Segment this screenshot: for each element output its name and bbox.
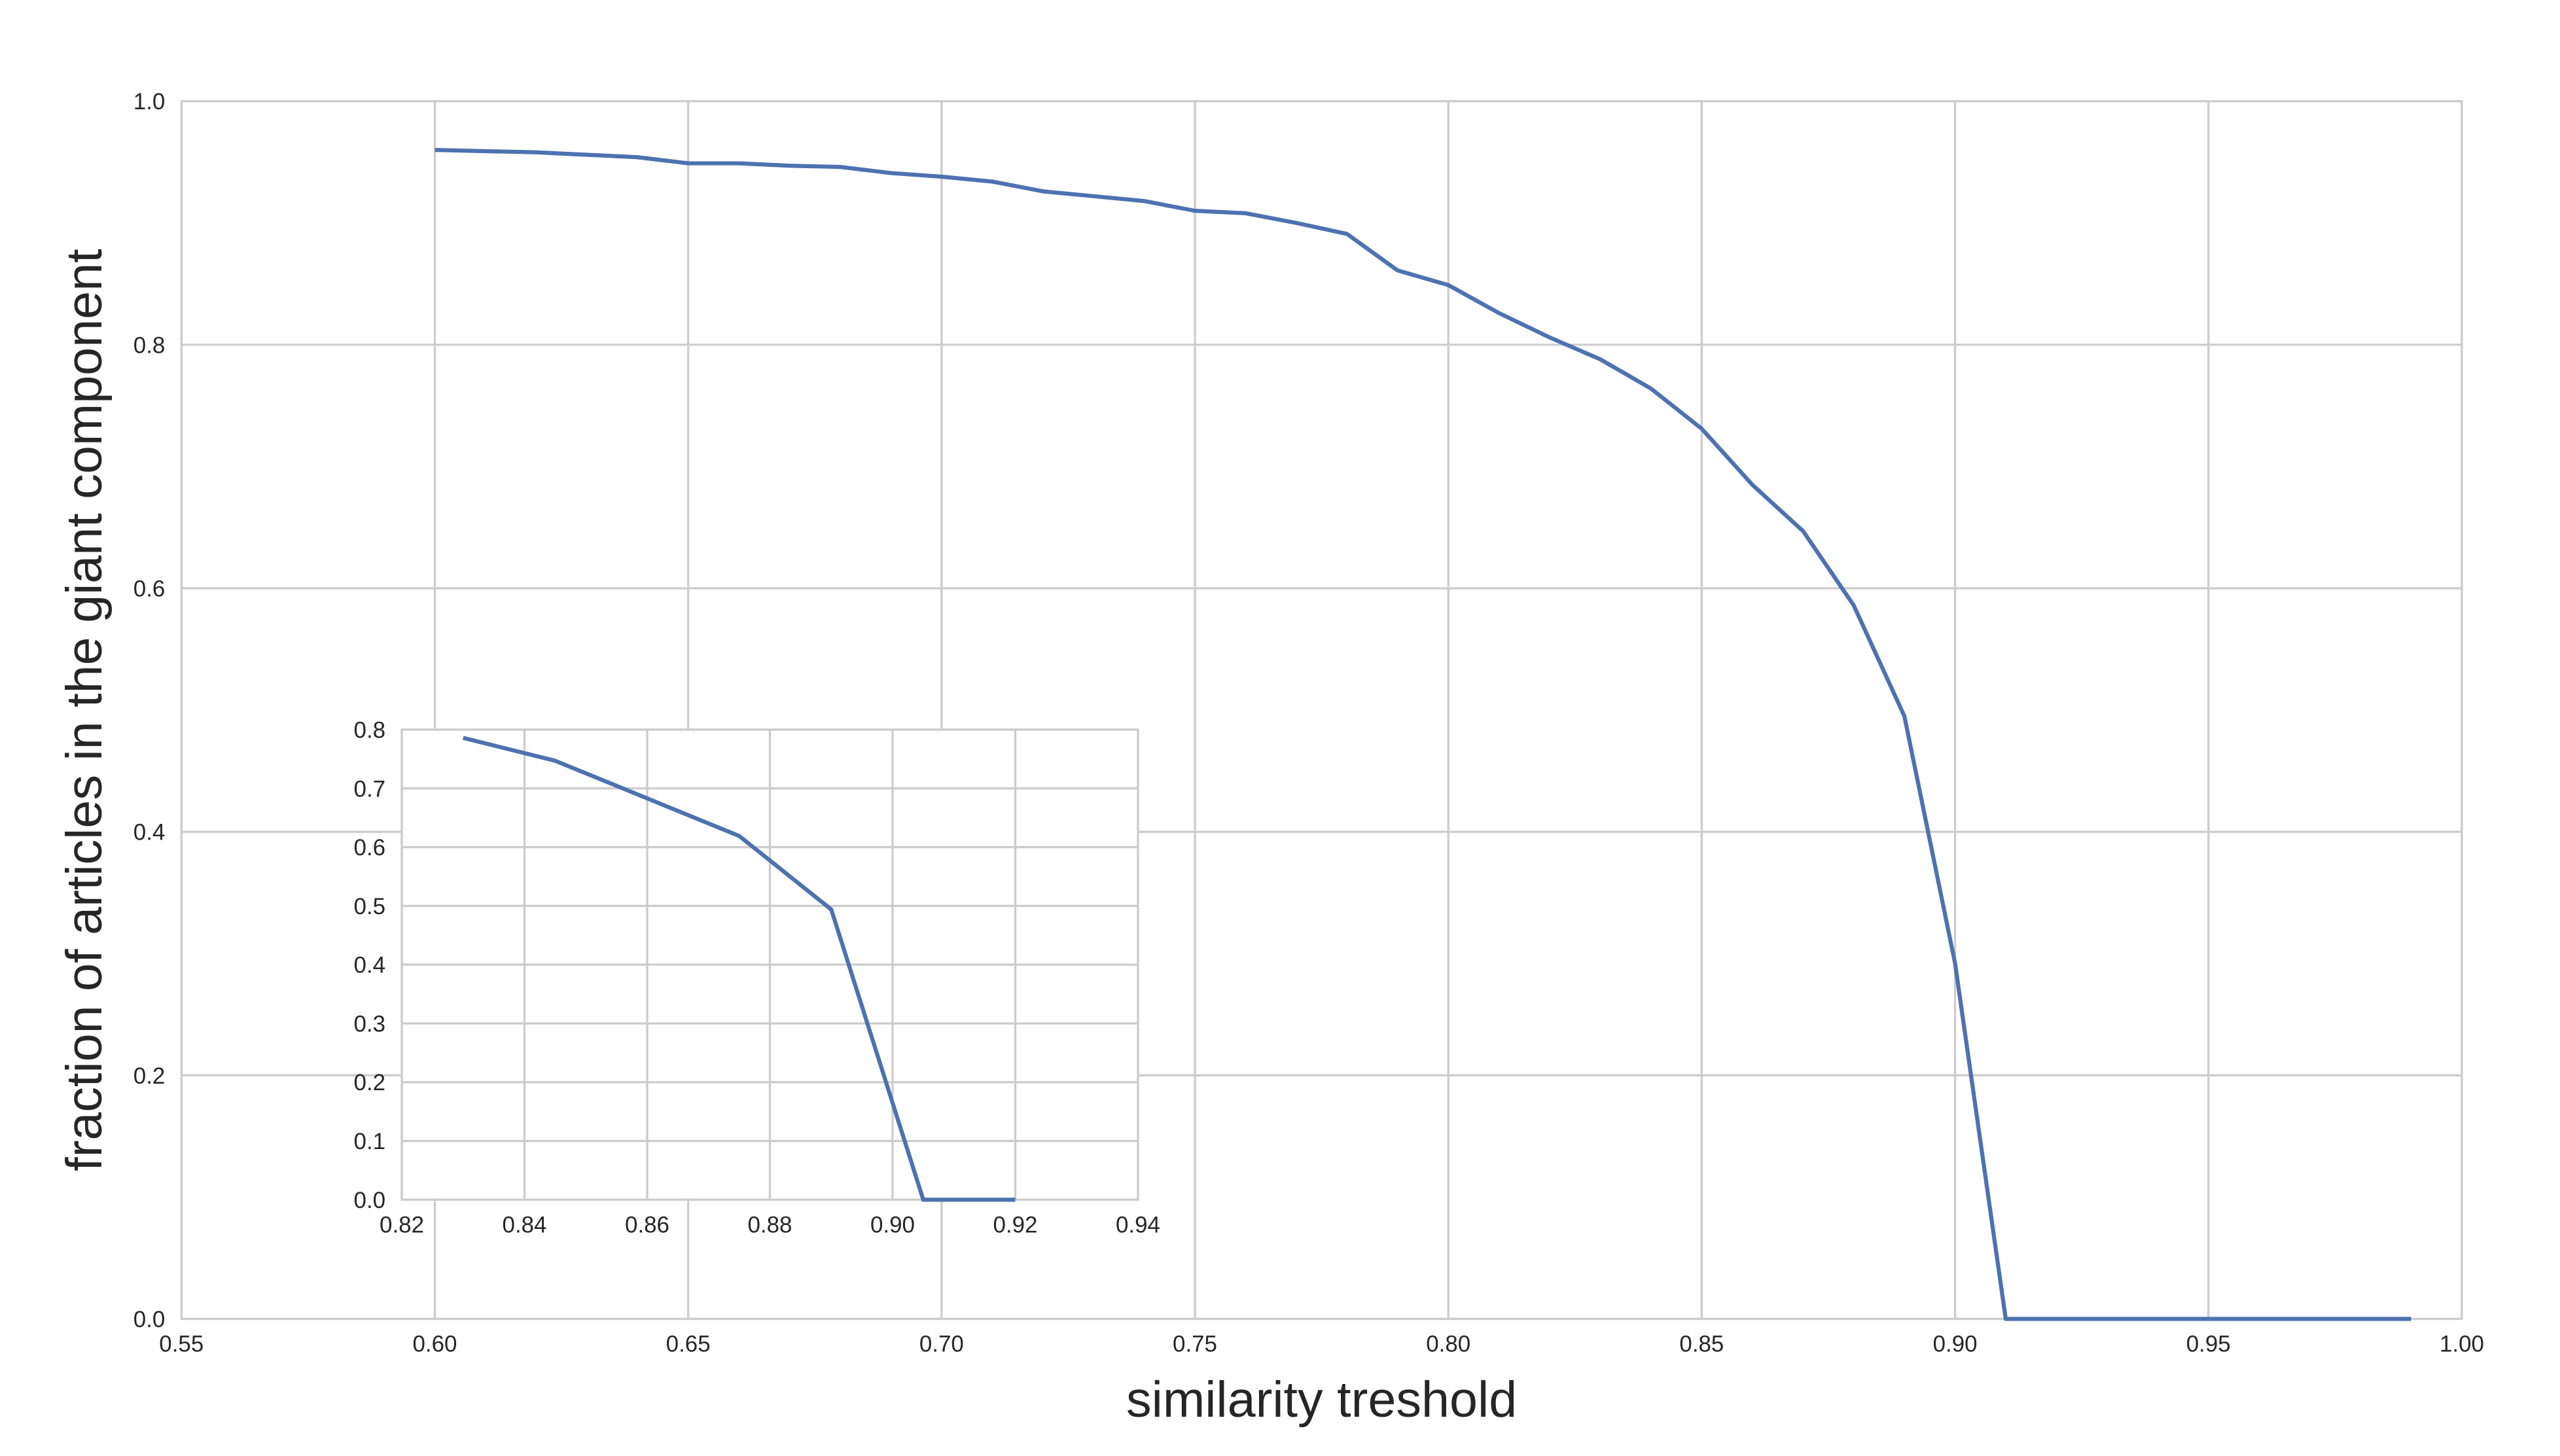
y-tick-label: 0.5 [354,894,386,919]
data-line [463,736,1016,1202]
y-tick-label: 0.7 [354,776,386,802]
x-tick-label: 0.92 [993,1212,1038,1237]
x-tick-label: 0.94 [1116,1212,1160,1237]
y-tick-label: 0.4 [133,820,166,845]
x-tick-label: 0.60 [412,1331,457,1357]
y-tick-label: 0.2 [354,1070,386,1095]
y-tick-label: 0.3 [354,1011,386,1037]
x-tick-label: 0.90 [1933,1331,1978,1357]
y-tick-label: 1.0 [133,89,166,115]
x-tick-label: 0.70 [919,1331,964,1357]
x-tick-label: 0.85 [1679,1331,1724,1357]
y-tick-label: 0.0 [133,1307,166,1332]
x-tick-label: 1.00 [2440,1331,2484,1357]
x-tick-label: 0.82 [380,1212,424,1237]
data-line [435,147,2411,1321]
y-tick-label: 0.2 [133,1063,166,1089]
x-tick-label: 0.84 [503,1212,547,1237]
inset-chart: 0.82 0.84 0.86 0.88 0.90 0.92 0.94 0.0 0.1 0.2 0.3… [354,717,1160,1237]
x-tick-label: 0.55 [159,1331,204,1357]
x-tick-label: 0.95 [2186,1331,2231,1357]
plot-frame [400,728,1139,1201]
x-tick-label: 0.90 [870,1212,915,1237]
x-tick-label: 0.75 [1173,1331,1217,1357]
y-tick-label: 0.1 [354,1129,386,1154]
y-tick-label: 0.4 [354,953,386,978]
y-tick-label: 0.6 [354,835,386,861]
x-tick-label: 0.65 [666,1331,711,1357]
x-tick-label: 0.88 [748,1212,792,1237]
x-axis-label: similarity treshold [1126,1372,1517,1428]
x-tick-label: 0.86 [625,1212,669,1237]
y-axis-label: fraction of articles in the giant compon… [56,249,113,1171]
y-tick-label: 0.8 [354,717,386,743]
y-tick-label: 0.6 [133,576,166,601]
x-tick-label: 0.80 [1426,1331,1470,1357]
y-tick-label: 0.0 [354,1188,386,1213]
y-tick-label: 0.8 [133,332,166,358]
plot-frame [180,100,2463,1321]
